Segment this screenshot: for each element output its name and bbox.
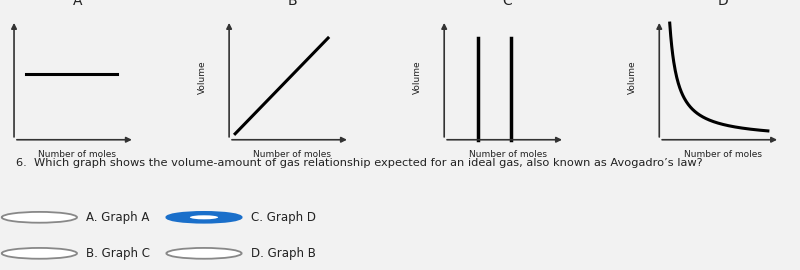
Circle shape	[2, 248, 77, 259]
Text: D. Graph B: D. Graph B	[251, 247, 316, 260]
Circle shape	[2, 212, 77, 223]
Title: C: C	[502, 0, 513, 8]
Text: 6.  Which graph shows the volume-amount of gas relationship expected for an idea: 6. Which graph shows the volume-amount o…	[16, 158, 702, 168]
Text: Volume: Volume	[198, 60, 206, 94]
Text: C. Graph D: C. Graph D	[251, 211, 316, 224]
Text: B. Graph C: B. Graph C	[86, 247, 150, 260]
Circle shape	[166, 248, 242, 259]
Title: B: B	[288, 0, 298, 8]
Title: D: D	[718, 0, 728, 8]
Circle shape	[190, 215, 218, 219]
Text: Volume: Volume	[628, 60, 637, 94]
X-axis label: Number of moles: Number of moles	[684, 150, 762, 159]
X-axis label: Number of moles: Number of moles	[469, 150, 546, 159]
X-axis label: Number of moles: Number of moles	[254, 150, 331, 159]
Circle shape	[166, 212, 242, 223]
Text: A. Graph A: A. Graph A	[86, 211, 150, 224]
X-axis label: Number of moles: Number of moles	[38, 150, 116, 159]
Title: A: A	[73, 0, 82, 8]
Text: Volume: Volume	[413, 60, 422, 94]
